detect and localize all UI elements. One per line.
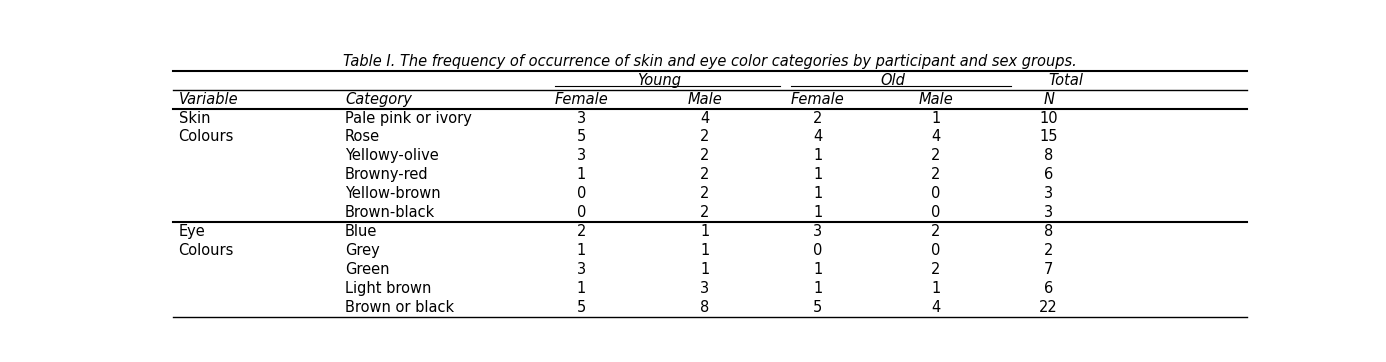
Text: 2: 2: [814, 110, 822, 126]
Text: 1: 1: [577, 281, 586, 296]
Text: 5: 5: [577, 300, 586, 315]
Text: 3: 3: [1044, 186, 1053, 201]
Text: 2: 2: [700, 130, 710, 144]
Text: Green: Green: [345, 262, 389, 277]
Text: Browny-red: Browny-red: [345, 167, 428, 182]
Text: Table I. The frequency of occurrence of skin and eye color categories by partici: Table I. The frequency of occurrence of …: [344, 54, 1077, 69]
Text: 4: 4: [931, 300, 941, 315]
Text: Category: Category: [345, 92, 412, 106]
Text: 1: 1: [700, 262, 710, 277]
Text: Male: Male: [687, 92, 722, 106]
Text: 1: 1: [700, 224, 710, 239]
Text: Colours: Colours: [179, 130, 234, 144]
Text: 3: 3: [700, 281, 710, 296]
Text: 1: 1: [931, 110, 941, 126]
Text: Total: Total: [1049, 73, 1084, 88]
Text: 4: 4: [814, 130, 822, 144]
Text: 0: 0: [931, 186, 941, 201]
Text: Young: Young: [638, 73, 682, 88]
Text: 3: 3: [814, 224, 822, 239]
Text: 1: 1: [814, 281, 822, 296]
Text: 2: 2: [931, 224, 941, 239]
Text: 0: 0: [577, 186, 586, 201]
Text: 1: 1: [814, 186, 822, 201]
Text: Old: Old: [880, 73, 905, 88]
Text: 2: 2: [700, 205, 710, 220]
Text: 15: 15: [1040, 130, 1058, 144]
Text: Blue: Blue: [345, 224, 377, 239]
Text: 6: 6: [1044, 281, 1053, 296]
Text: 2: 2: [931, 167, 941, 182]
Text: 2: 2: [700, 186, 710, 201]
Text: Skin: Skin: [179, 110, 211, 126]
Text: Brown-black: Brown-black: [345, 205, 435, 220]
Text: Female: Female: [554, 92, 608, 106]
Text: 3: 3: [577, 110, 586, 126]
Text: 3: 3: [577, 148, 586, 163]
Text: 1: 1: [814, 205, 822, 220]
Text: 7: 7: [1044, 262, 1053, 277]
Text: Colours: Colours: [179, 243, 234, 258]
Text: 8: 8: [1044, 224, 1053, 239]
Text: 1: 1: [931, 281, 941, 296]
Text: 0: 0: [931, 243, 941, 258]
Text: 22: 22: [1040, 300, 1058, 315]
Text: 2: 2: [931, 148, 941, 163]
Text: Brown or black: Brown or black: [345, 300, 455, 315]
Text: Female: Female: [791, 92, 844, 106]
Text: 0: 0: [931, 205, 941, 220]
Text: 3: 3: [1044, 205, 1053, 220]
Text: 10: 10: [1040, 110, 1058, 126]
Text: 0: 0: [577, 205, 586, 220]
Text: 8: 8: [700, 300, 710, 315]
Text: Light brown: Light brown: [345, 281, 431, 296]
Text: 2: 2: [577, 224, 586, 239]
Text: Yellow-brown: Yellow-brown: [345, 186, 441, 201]
Text: 0: 0: [814, 243, 822, 258]
Text: Yellowy-olive: Yellowy-olive: [345, 148, 439, 163]
Text: Eye: Eye: [179, 224, 205, 239]
Text: 1: 1: [814, 148, 822, 163]
Text: 5: 5: [577, 130, 586, 144]
Text: 4: 4: [931, 130, 941, 144]
Text: 1: 1: [814, 262, 822, 277]
Text: Rose: Rose: [345, 130, 380, 144]
Text: Pale pink or ivory: Pale pink or ivory: [345, 110, 473, 126]
Text: 1: 1: [700, 243, 710, 258]
Text: 4: 4: [700, 110, 710, 126]
Text: 2: 2: [1044, 243, 1053, 258]
Text: 2: 2: [700, 167, 710, 182]
Text: Grey: Grey: [345, 243, 380, 258]
Text: 2: 2: [700, 148, 710, 163]
Text: N: N: [1044, 92, 1055, 106]
Text: 1: 1: [814, 167, 822, 182]
Text: 1: 1: [577, 243, 586, 258]
Text: 1: 1: [577, 167, 586, 182]
Text: 5: 5: [814, 300, 822, 315]
Text: 6: 6: [1044, 167, 1053, 182]
Text: 2: 2: [931, 262, 941, 277]
Text: Male: Male: [919, 92, 954, 106]
Text: 8: 8: [1044, 148, 1053, 163]
Text: 3: 3: [577, 262, 586, 277]
Text: Variable: Variable: [179, 92, 238, 106]
